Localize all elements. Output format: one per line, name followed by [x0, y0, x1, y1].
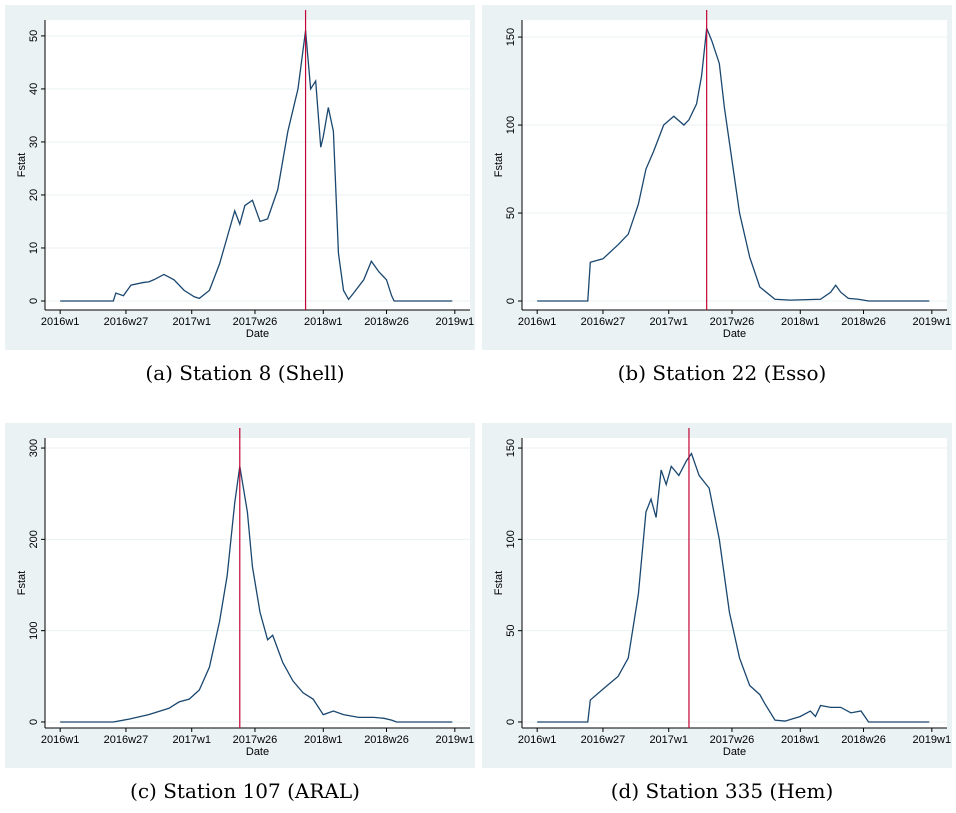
x-tick-label: 2017w1: [649, 316, 688, 328]
series-line: [60, 466, 453, 723]
x-tick-label: 2017w26: [710, 316, 755, 328]
x-tick-label: 2018w1: [304, 734, 343, 746]
y-axis-label: Fstat: [16, 571, 28, 595]
x-tick-label: 2016w27: [104, 316, 149, 328]
x-axis-label: Date: [723, 328, 746, 340]
caption: (b) Station 22 (Esso): [618, 361, 827, 385]
y-axis-label: Fstat: [16, 153, 28, 177]
caption: (a) Station 8 (Shell): [145, 361, 344, 385]
y-tick-label: 50: [505, 625, 517, 637]
x-tick-label: 2017w26: [233, 734, 278, 746]
plot-area: [45, 438, 470, 728]
series-line: [60, 30, 453, 302]
chart-panel: 0 50 100 150 2016w1 2016w27 2017w1 2017w26 2018w…: [482, 423, 952, 803]
y-tick-label: 100: [28, 621, 40, 639]
x-tick-label: 2019w1: [913, 734, 952, 746]
x-axis-label: Date: [723, 746, 746, 758]
x-tick-label: 2016w27: [581, 734, 626, 746]
x-tick-label: 2019w1: [436, 316, 475, 328]
y-tick-label: 50: [28, 30, 40, 42]
chart-panel: 0 50 100 150 2016w1 2016w27 2017w1 2017w26 2018w…: [482, 5, 952, 385]
plot-area: [45, 20, 470, 310]
y-tick-label: 100: [505, 116, 517, 134]
x-tick-label: 2017w1: [172, 734, 211, 746]
y-axis-label: Fstat: [493, 153, 505, 177]
y-tick-label: 0: [505, 719, 517, 725]
y-tick-label: 0: [28, 719, 40, 725]
y-tick-label: 0: [28, 298, 40, 304]
x-tick-label: 2017w26: [233, 316, 278, 328]
y-tick-label: 10: [28, 242, 40, 254]
series-line: [537, 28, 930, 302]
caption: (d) Station 335 (Hem): [611, 779, 834, 803]
x-tick-label: 2018w1: [781, 734, 820, 746]
chart-panel: 0 10 20 30 40 50 2016w1 2016w27 2017w1 2017w26 201…: [5, 5, 475, 385]
x-tick-label: 2019w1: [436, 734, 475, 746]
y-tick-label: 150: [505, 28, 517, 46]
y-tick-label: 40: [28, 83, 40, 95]
y-tick-label: 0: [505, 298, 517, 304]
x-tick-label: 2016w1: [518, 734, 557, 746]
y-tick-label: 30: [28, 136, 40, 148]
y-tick-label: 300: [28, 439, 40, 457]
x-tick-label: 2016w1: [41, 316, 80, 328]
x-tick-label: 2018w26: [841, 734, 886, 746]
x-tick-label: 2016w27: [104, 734, 149, 746]
plot-area: [522, 438, 947, 728]
x-tick-label: 2017w1: [172, 316, 211, 328]
x-tick-label: 2018w1: [781, 316, 820, 328]
x-axis-label: Date: [246, 746, 269, 758]
chart-panel: 0 100 200 300 2016w1 2016w27 2017w1 2017w26 2018…: [5, 423, 475, 803]
x-tick-label: 2016w1: [41, 734, 80, 746]
y-tick-label: 20: [28, 189, 40, 201]
x-tick-label: 2019w1: [913, 316, 952, 328]
x-tick-label: 2018w26: [364, 734, 409, 746]
x-tick-label: 2016w27: [581, 316, 626, 328]
x-tick-label: 2016w1: [518, 316, 557, 328]
x-tick-label: 2017w1: [649, 734, 688, 746]
x-axis-label: Date: [246, 328, 269, 340]
x-tick-label: 2018w1: [304, 316, 343, 328]
plot-area: [522, 20, 947, 310]
series-line: [537, 452, 930, 723]
y-tick-label: 100: [505, 530, 517, 548]
x-tick-label: 2018w26: [364, 316, 409, 328]
x-tick-label: 2017w26: [710, 734, 755, 746]
x-tick-label: 2018w26: [841, 316, 886, 328]
y-tick-label: 50: [505, 207, 517, 219]
y-tick-label: 150: [505, 439, 517, 457]
y-tick-label: 200: [28, 530, 40, 548]
y-axis-label: Fstat: [493, 571, 505, 595]
caption: (c) Station 107 (ARAL): [130, 779, 360, 803]
